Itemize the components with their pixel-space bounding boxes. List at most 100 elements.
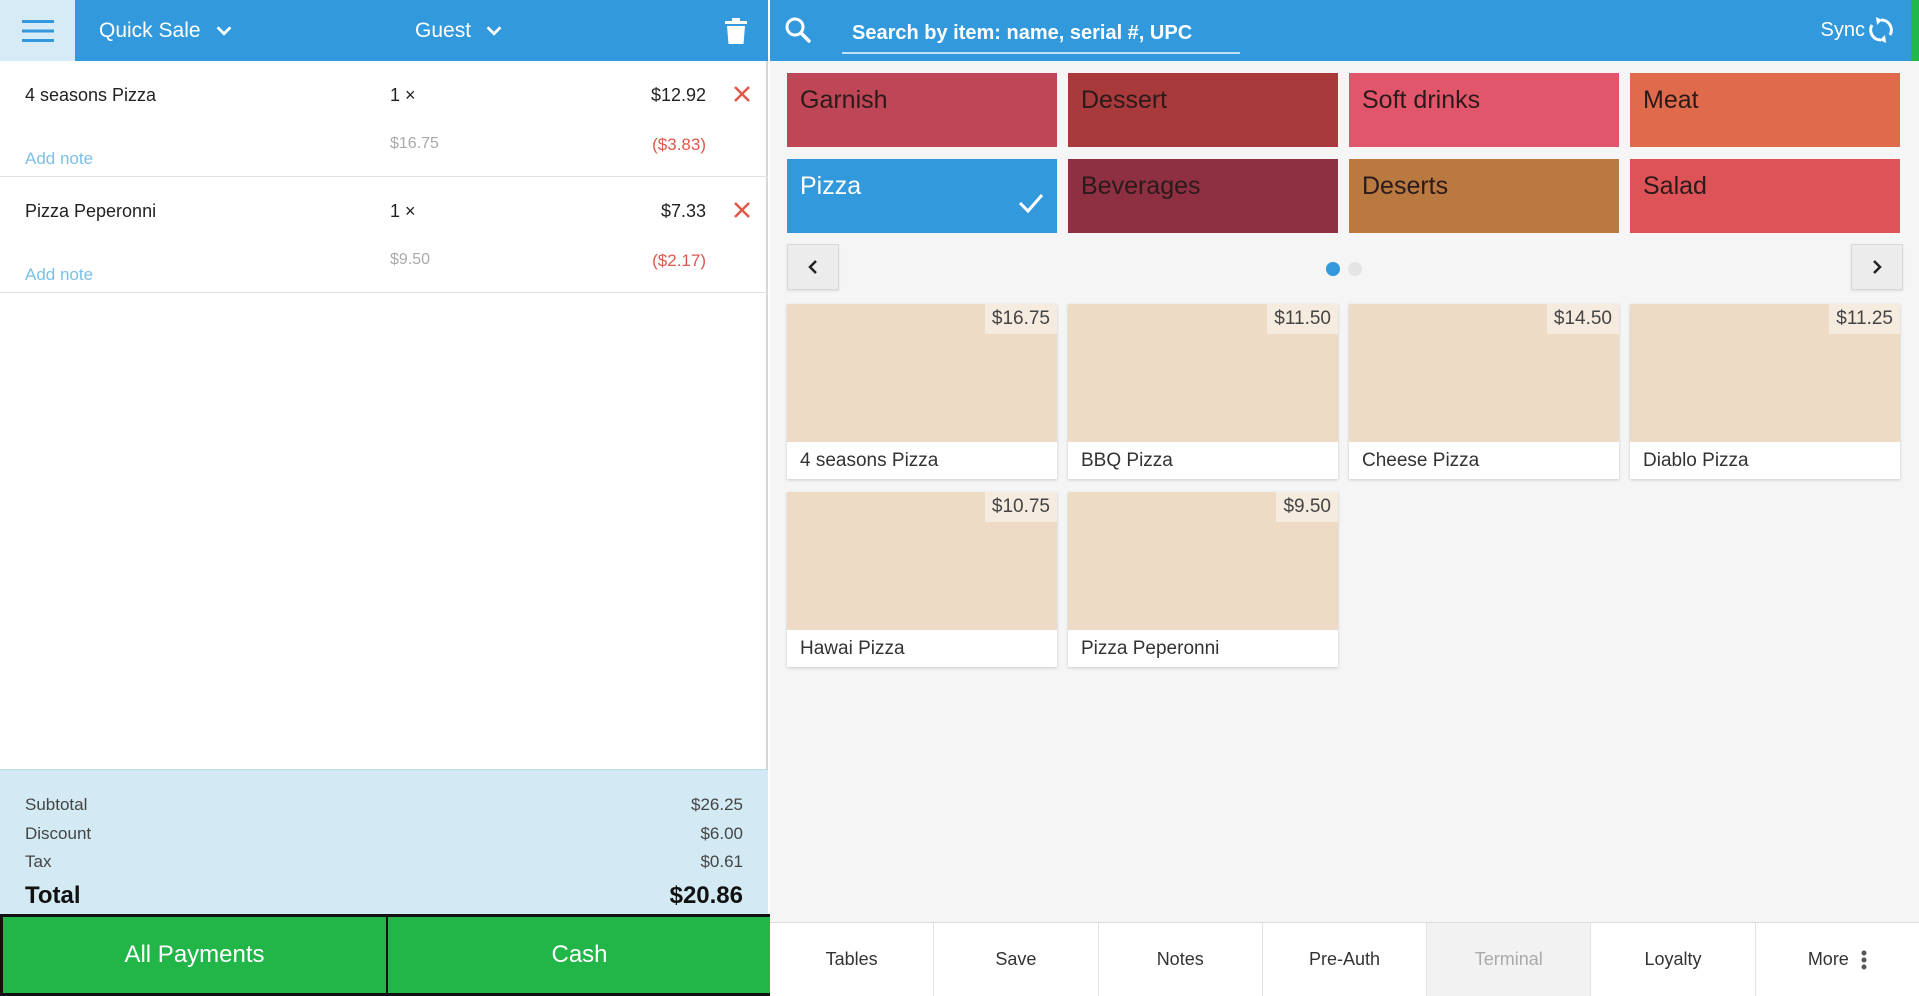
sync-label[interactable]: Sync	[1820, 19, 1865, 41]
remove-item-button[interactable]	[731, 83, 753, 105]
product-tile[interactable]: $14.50 Cheese Pizza	[1349, 304, 1619, 479]
total-row: Total $20.86	[25, 882, 743, 910]
order-type-label: Quick Sale	[99, 18, 201, 42]
sync-icon[interactable]	[1867, 16, 1895, 44]
order-line-item[interactable]: 4 seasons Pizza 1 × $12.92 Add note $16.75 ($…	[0, 61, 768, 177]
pager-dot[interactable]	[1348, 262, 1362, 276]
item-discount: ($2.17)	[652, 251, 706, 270]
action-label: More	[1807, 949, 1849, 969]
customer-label: Guest	[415, 18, 472, 42]
save-button[interactable]: Save	[934, 923, 1099, 996]
action-label: Notes	[1156, 949, 1204, 969]
menu-button[interactable]	[0, 0, 75, 61]
discount-row: Discount $6.00	[25, 824, 743, 844]
product-tile[interactable]: $16.75 4 seasons Pizza	[787, 304, 1057, 479]
total-label: Total	[25, 882, 81, 909]
subtotal-row: Subtotal $26.25	[25, 795, 743, 815]
category-tile[interactable]: Soft drinks	[1349, 73, 1619, 147]
prev-page-button[interactable]	[787, 244, 839, 290]
subtotal-label: Subtotal	[25, 795, 88, 814]
category-tile[interactable]: Meat	[1630, 73, 1900, 147]
trash-icon	[725, 18, 747, 44]
category-tile[interactable]: Deserts	[1349, 159, 1619, 233]
payment-bar: All Payments Cash	[0, 914, 774, 996]
order-header: Quick Sale Guest	[0, 0, 768, 61]
product-name: Pizza Peperonni	[1081, 638, 1220, 659]
next-page-button[interactable]	[1851, 244, 1903, 290]
category-label: Soft drinks	[1362, 86, 1481, 114]
search-icon	[785, 17, 811, 43]
status-indicator	[1911, 0, 1919, 61]
add-note-link[interactable]: Add note	[25, 265, 94, 284]
hamburger-icon	[21, 19, 54, 42]
action-label: Loyalty	[1644, 949, 1702, 969]
search-input[interactable]	[842, 14, 1240, 54]
tax-value: $0.61	[700, 852, 743, 871]
customer-dropdown[interactable]: Guest	[415, 0, 505, 61]
product-price: $9.50	[1276, 492, 1338, 522]
all-payments-button[interactable]: All Payments	[3, 917, 386, 993]
order-line-item[interactable]: Pizza Peperonni 1 × $7.33 Add note $9.50 ($2.…	[0, 177, 768, 293]
close-icon	[734, 86, 750, 102]
notes-button[interactable]: Notes	[1099, 923, 1263, 996]
product-name: Diablo Pizza	[1643, 450, 1749, 471]
product-tile[interactable]: $11.50 BBQ Pizza	[1068, 304, 1338, 479]
product-name: 4 seasons Pizza	[800, 450, 939, 471]
product-price: $11.50	[1267, 304, 1338, 334]
category-tile[interactable]: Salad	[1630, 159, 1900, 233]
more-button[interactable]: More	[1756, 923, 1919, 996]
product-tile[interactable]: $11.25 Diablo Pizza	[1630, 304, 1900, 479]
tax-label: Tax	[25, 852, 52, 871]
add-note-link[interactable]: Add note	[25, 149, 94, 168]
more-vert-icon	[1861, 950, 1867, 969]
category-label: Deserts	[1362, 172, 1449, 200]
chevron-down-icon	[486, 25, 502, 36]
terminal-button[interactable]: Terminal	[1427, 923, 1592, 996]
close-icon	[734, 202, 750, 218]
category-tile[interactable]: Dessert	[1068, 73, 1338, 147]
product-price: $11.25	[1829, 304, 1900, 334]
order-panel: Quick Sale Guest 4 seasons Pizza 1 × $12.9…	[0, 0, 774, 996]
clear-order-button[interactable]	[720, 14, 752, 48]
order-type-dropdown[interactable]: Quick Sale	[99, 0, 235, 61]
category-tile[interactable]: Garnish	[787, 73, 1057, 147]
category-label: Meat	[1643, 86, 1699, 114]
total-value: $20.86	[669, 882, 743, 909]
discount-value: $6.00	[700, 824, 743, 843]
category-label: Salad	[1643, 172, 1707, 200]
product-price: $14.50	[1546, 304, 1619, 334]
tax-row: Tax $0.61	[25, 852, 743, 872]
pager-dot[interactable]	[1326, 262, 1340, 276]
item-price: $7.33	[660, 201, 706, 221]
catalog-header: Sync	[770, 0, 1919, 61]
product-name: BBQ Pizza	[1081, 450, 1173, 471]
pre-auth-button[interactable]: Pre-Auth	[1263, 923, 1428, 996]
action-label: Pre-Auth	[1308, 949, 1380, 969]
product-tile[interactable]: $9.50 Pizza Peperonni	[1068, 492, 1338, 667]
remove-item-button[interactable]	[731, 199, 753, 221]
item-price: $12.92	[650, 85, 706, 105]
chevron-right-icon	[1873, 260, 1882, 274]
loyalty-button[interactable]: Loyalty	[1591, 923, 1756, 996]
item-name: Pizza Peperonni	[25, 201, 157, 221]
action-label: Tables	[825, 949, 878, 969]
product-price: $10.75	[984, 492, 1057, 522]
action-label: Save	[995, 949, 1037, 969]
item-discount: ($3.83)	[652, 135, 706, 154]
product-name: Cheese Pizza	[1362, 450, 1480, 471]
category-label: Garnish	[800, 86, 888, 114]
tables-button[interactable]: Tables	[770, 923, 935, 996]
category-label: Dessert	[1081, 86, 1168, 114]
item-original-price: $16.75	[390, 135, 439, 152]
catalog-panel: Sync Garnish Dessert Soft drinks Meat Pizza B…	[770, 0, 1919, 996]
product-tile[interactable]: $10.75 Hawai Pizza	[787, 492, 1057, 667]
category-tile[interactable]: Beverages	[1068, 159, 1338, 233]
cash-button[interactable]: Cash	[388, 917, 771, 993]
chevron-down-icon	[216, 25, 231, 36]
discount-label: Discount	[25, 824, 92, 843]
category-tile[interactable]: Pizza	[787, 159, 1057, 233]
product-price: $16.75	[984, 304, 1057, 334]
category-label: Pizza	[800, 172, 862, 200]
subtotal-value: $26.25	[691, 795, 743, 814]
item-name: 4 seasons Pizza	[25, 85, 157, 105]
